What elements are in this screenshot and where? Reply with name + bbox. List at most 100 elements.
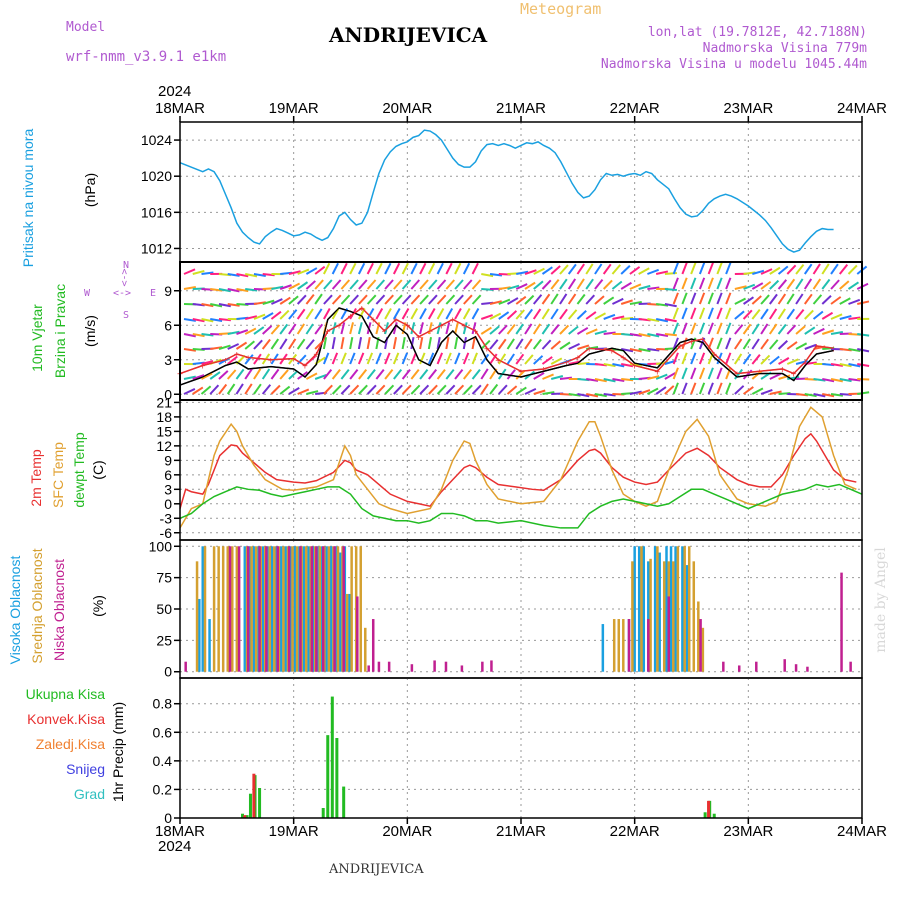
wind-arrow xyxy=(638,267,650,275)
wind-arrow xyxy=(506,338,515,350)
wind-arrow xyxy=(253,368,262,380)
bar-mark xyxy=(633,546,636,672)
wind-arrow xyxy=(524,354,534,365)
compass-arrow-h: <-> xyxy=(113,288,132,299)
bar-mark xyxy=(371,619,375,672)
wind-arrow xyxy=(401,337,406,350)
wind-arrow xyxy=(218,288,231,293)
bar-mark xyxy=(261,546,265,672)
wind-arrow xyxy=(760,323,769,335)
bar-mark xyxy=(674,546,677,672)
wind-arrow xyxy=(707,292,714,305)
wind-arrow xyxy=(681,277,688,290)
wind-arrow xyxy=(253,313,266,320)
wind-arrow xyxy=(559,264,569,275)
wind-arrow xyxy=(830,296,842,305)
wind-arrow xyxy=(288,387,300,395)
wind-arrow xyxy=(681,292,688,305)
wind-arrow xyxy=(594,393,607,398)
wind-arrow xyxy=(497,338,507,350)
wind-arrow xyxy=(401,368,411,380)
wind-arrow xyxy=(471,294,482,305)
bar-mark xyxy=(252,773,256,818)
bar-mark xyxy=(840,572,843,672)
wind-arrow xyxy=(297,281,309,290)
compass-e: E xyxy=(150,288,157,299)
wind-arrow xyxy=(550,293,559,305)
meteogram-label: Meteogram xyxy=(520,0,602,18)
bar-mark xyxy=(348,593,351,672)
x-tick-label-top: 19MAR xyxy=(269,100,319,117)
wind-arrow xyxy=(349,352,356,365)
wind-arrow xyxy=(559,308,568,320)
y-tick-label: 12 xyxy=(156,438,172,454)
wind-arrow xyxy=(515,353,525,365)
wind-arrow xyxy=(541,279,552,290)
wind-arrow xyxy=(340,262,348,275)
wind-arrow xyxy=(690,367,697,380)
wind-arrow xyxy=(647,348,660,352)
bar-mark xyxy=(481,661,484,672)
y-tick-label: -6 xyxy=(160,525,173,541)
wind-arrow xyxy=(393,294,403,305)
bar-mark xyxy=(672,561,675,672)
wind-series-line xyxy=(179,307,834,375)
wind-arrow xyxy=(716,382,723,395)
wind-arrow xyxy=(647,268,660,275)
wind-arrow xyxy=(716,262,723,275)
bar-mark xyxy=(330,696,334,818)
wind-marker: + xyxy=(291,355,297,366)
wind-arrow xyxy=(716,322,723,335)
wind-arrow xyxy=(183,333,196,338)
wind-arrow xyxy=(830,378,843,383)
wind-arrow xyxy=(690,322,697,335)
wind-arrow xyxy=(480,353,490,365)
bar-mark xyxy=(617,619,621,672)
wind-arrow xyxy=(611,264,621,275)
wind-arrow xyxy=(847,264,858,275)
wind-arrow xyxy=(830,363,844,367)
bar-mark xyxy=(345,593,349,672)
wind-marker: + xyxy=(325,327,331,338)
wind-arrow xyxy=(245,273,258,278)
wind-arrow xyxy=(218,370,229,380)
wind-arrow xyxy=(804,393,817,398)
y-tick-label: 3 xyxy=(164,352,172,368)
wind-arrow xyxy=(567,309,578,320)
bar-mark xyxy=(270,546,274,672)
wind-arrow xyxy=(532,294,543,305)
wind-arrow xyxy=(288,309,298,320)
wind-marker: + xyxy=(393,316,399,327)
wind-arrow xyxy=(760,268,773,275)
wind-arrow xyxy=(795,263,805,275)
wind-arrow xyxy=(349,384,360,395)
wind-arrow xyxy=(297,388,310,395)
wind-marker: + xyxy=(473,327,479,338)
wind-marker: + xyxy=(632,362,638,373)
wind-arrow xyxy=(428,279,438,290)
wind-arrow xyxy=(506,385,518,395)
wind-arrow xyxy=(647,333,660,338)
wind-arrow xyxy=(253,273,266,277)
wind-arrow xyxy=(270,384,281,395)
wind-arrow xyxy=(830,393,844,397)
wind-arrow xyxy=(821,311,834,320)
wind-arrow xyxy=(401,352,409,365)
wind-arrow xyxy=(524,294,535,305)
wind-arrow xyxy=(664,333,677,337)
bar-mark xyxy=(410,664,414,672)
wind-arrow xyxy=(620,281,632,290)
bar-mark xyxy=(627,619,631,672)
wind-arrow xyxy=(751,323,760,335)
bar-mark xyxy=(198,598,201,672)
wind-arrow xyxy=(192,386,204,395)
wind-arrow xyxy=(620,265,631,275)
wind-arrow xyxy=(419,337,424,350)
bar-mark xyxy=(640,546,643,672)
wind-arrow xyxy=(734,324,744,335)
wind-arrow xyxy=(392,337,398,350)
wind-arrow xyxy=(830,263,839,275)
wind-arrow xyxy=(305,323,314,335)
wind-arrow xyxy=(322,352,330,365)
wind-arrow xyxy=(612,363,625,368)
